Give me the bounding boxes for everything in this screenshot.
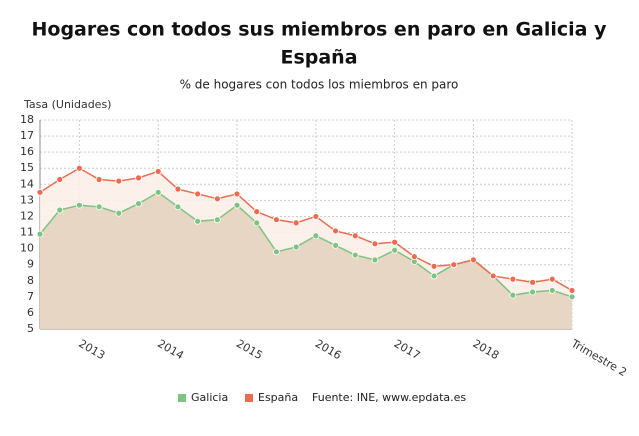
point — [548, 287, 556, 294]
y-tick-label: 12 — [20, 209, 34, 222]
point — [509, 291, 517, 299]
point — [115, 209, 123, 217]
point — [213, 195, 221, 203]
point — [194, 217, 202, 225]
point — [154, 188, 162, 196]
legend-swatch — [245, 394, 253, 402]
point — [36, 188, 44, 196]
point — [253, 208, 261, 216]
x-tick-label: 2014 — [155, 337, 186, 362]
y-tick-label: 18 — [20, 113, 34, 126]
point — [529, 288, 536, 296]
point — [568, 293, 576, 301]
point — [154, 168, 162, 175]
y-tick-label: 9 — [27, 258, 34, 271]
point — [135, 200, 142, 208]
point — [174, 185, 182, 193]
point — [273, 216, 280, 224]
point — [470, 256, 477, 264]
x-tick-label: 2013 — [76, 337, 107, 362]
point — [36, 230, 44, 238]
point — [95, 203, 103, 211]
chart-title: Hogares con todos sus miembros en paro e… — [32, 19, 608, 41]
point — [489, 272, 497, 280]
y-tick-label: 8 — [27, 274, 34, 287]
y-tick-label: 17 — [20, 129, 34, 142]
legend-swatch — [178, 394, 186, 402]
point — [548, 275, 556, 283]
legend-label: Galicia — [191, 391, 228, 404]
point — [410, 253, 418, 261]
x-tick-label: Trimestre 2 — [568, 336, 629, 379]
y-tick-label: 16 — [20, 145, 34, 158]
y-tick-label: 11 — [20, 226, 34, 239]
point — [292, 243, 300, 251]
point — [509, 275, 517, 283]
point — [233, 190, 241, 198]
point — [95, 176, 103, 183]
point — [174, 203, 182, 211]
point — [332, 241, 339, 249]
x-tick-label: 2015 — [234, 337, 265, 362]
point — [430, 272, 438, 280]
point — [391, 246, 399, 254]
point — [233, 201, 241, 209]
point — [312, 213, 320, 220]
point — [292, 219, 300, 227]
point — [194, 190, 202, 198]
y-tick-label: 15 — [20, 161, 34, 174]
source: Fuente: INE, www.epdata.es — [312, 391, 466, 404]
point — [76, 164, 83, 172]
y-tick-label: 10 — [20, 242, 34, 255]
legend-label: España — [258, 391, 298, 404]
point — [76, 201, 83, 209]
x-tick-label: 2018 — [470, 337, 501, 362]
y-tick-label: 5 — [27, 322, 34, 335]
x-tick-label: 2016 — [313, 337, 344, 362]
point — [568, 287, 576, 294]
line — [39, 167, 573, 292]
point — [351, 232, 359, 240]
point — [371, 256, 379, 264]
y-tick-label: 7 — [27, 290, 34, 303]
point — [135, 174, 142, 182]
point — [253, 219, 261, 227]
y-tick-label: 14 — [20, 177, 34, 190]
point — [391, 238, 399, 246]
point — [115, 177, 123, 185]
area — [40, 192, 572, 329]
point — [332, 227, 339, 235]
y-axis-label: Tasa (Unidades) — [23, 98, 111, 111]
y-tick-label: 13 — [20, 193, 34, 206]
point — [56, 206, 64, 214]
y-tick-label: 6 — [27, 306, 34, 319]
point — [56, 176, 64, 183]
chart-subtitle: % de hogares con todos los miembros en p… — [180, 78, 459, 92]
point — [450, 261, 458, 269]
point — [371, 240, 379, 248]
point — [273, 248, 280, 256]
chart-title: España — [280, 47, 357, 69]
point — [312, 232, 320, 240]
point — [529, 278, 536, 286]
point — [213, 216, 221, 224]
x-tick-label: 2017 — [392, 337, 423, 362]
point — [351, 251, 359, 259]
point — [430, 262, 438, 270]
